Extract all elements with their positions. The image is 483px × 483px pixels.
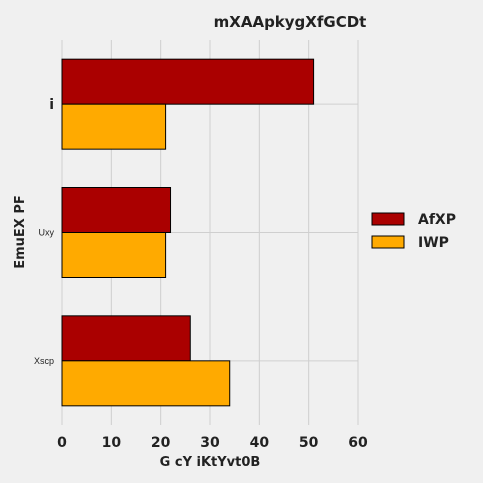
bar-afxp-uxy xyxy=(61,187,172,233)
legend: AfXP IWP xyxy=(371,212,456,251)
legend-swatch-afxp xyxy=(371,212,405,226)
bar-iwp-i xyxy=(61,103,167,150)
x-tick-labels: 0 10 20 30 40 50 60 xyxy=(57,435,368,451)
bar-iwp-uxy xyxy=(61,232,167,278)
chart-title: mXAApkygXfGCDt xyxy=(214,13,367,31)
bar-afxp-i xyxy=(61,58,315,105)
x-tick-label: 0 xyxy=(57,435,67,451)
x-axis-label: G cY iKtYvt0B xyxy=(160,455,261,470)
legend-label-afxp: AfXP xyxy=(418,212,456,228)
y-tick-labels: i Uxy Xscp xyxy=(34,97,55,366)
y-tick-label: Xscp xyxy=(34,356,54,366)
bars xyxy=(61,58,315,407)
x-tick-label: 60 xyxy=(348,435,368,451)
y-axis-label: EmuEX PF xyxy=(13,195,28,269)
x-tick-label: 20 xyxy=(151,435,171,451)
y-tick-label: i xyxy=(49,97,54,113)
bar-iwp-xscp xyxy=(61,360,231,407)
legend-swatch-iwp xyxy=(371,235,405,249)
y-tick-label: Uxy xyxy=(39,228,55,238)
x-tick-label: 10 xyxy=(102,435,122,451)
x-tick-label: 40 xyxy=(250,435,270,451)
bar-afxp-xscp xyxy=(61,315,191,362)
x-tick-label: 50 xyxy=(299,435,319,451)
x-tick-label: 30 xyxy=(200,435,220,451)
legend-label-iwp: IWP xyxy=(418,235,449,251)
